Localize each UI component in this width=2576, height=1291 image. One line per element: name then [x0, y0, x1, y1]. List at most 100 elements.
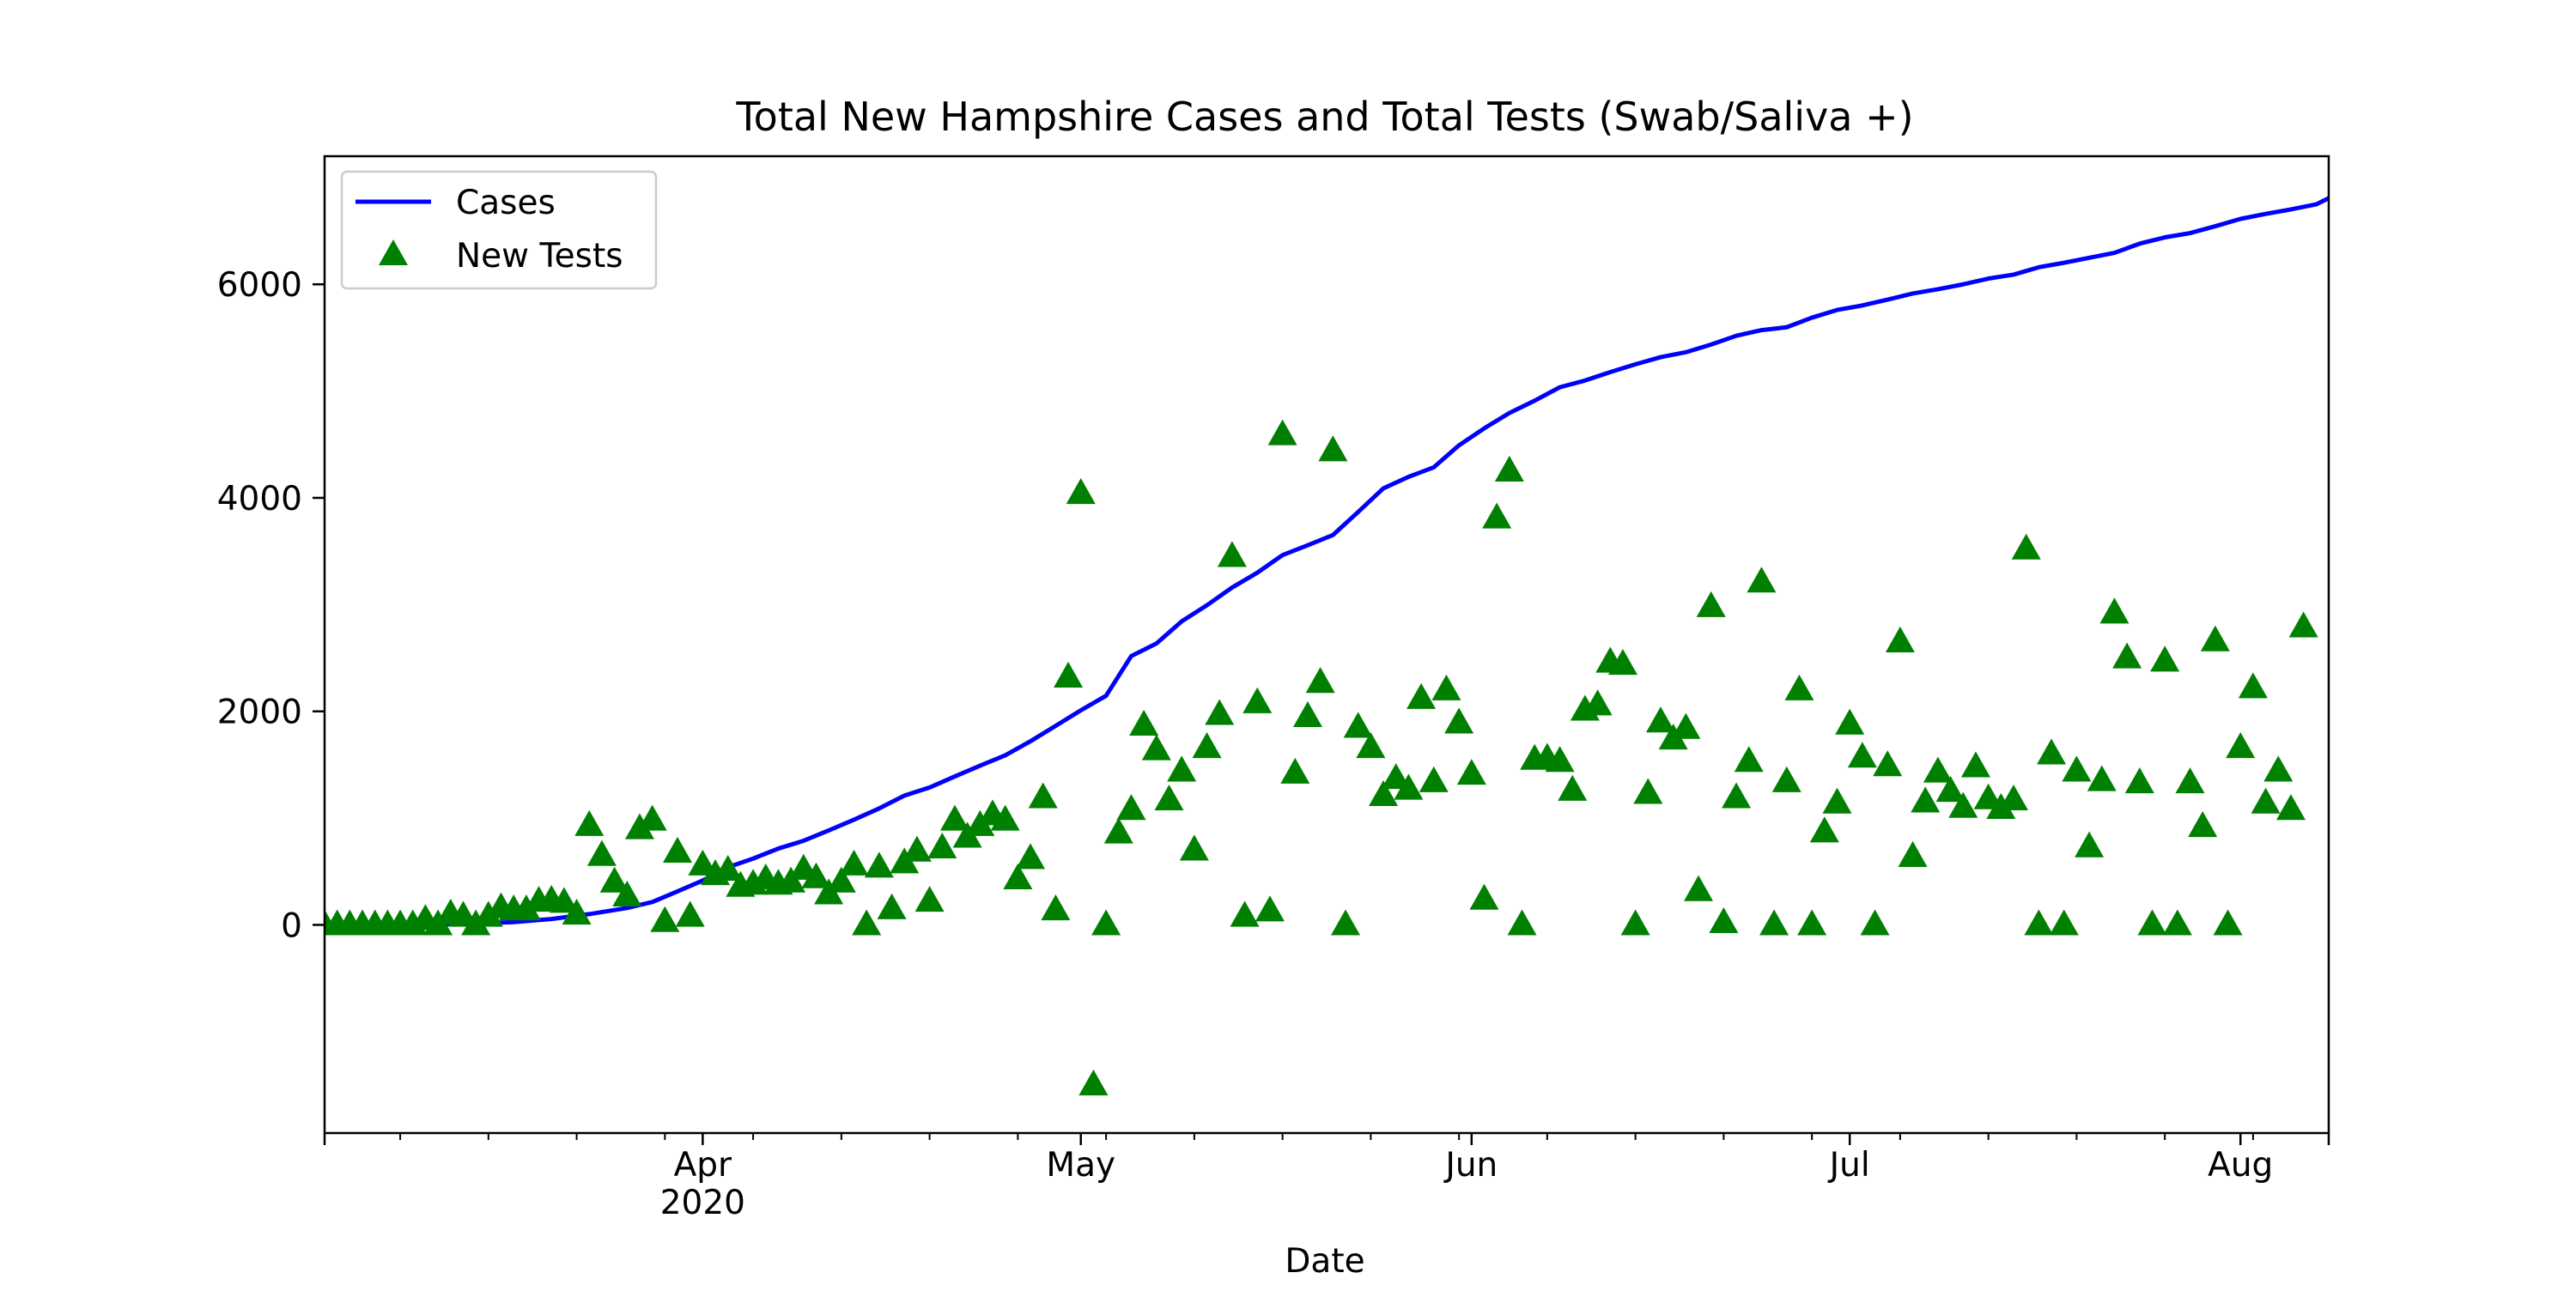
new-tests-marker	[902, 835, 932, 862]
new-tests-marker	[2263, 755, 2293, 782]
new-tests-marker	[1494, 455, 1524, 482]
new-tests-marker	[1419, 766, 1449, 792]
new-tests-marker	[1696, 591, 1726, 617]
new-tests-marker	[1217, 541, 1247, 567]
new-tests-marker	[939, 804, 969, 831]
new-tests-marker	[1192, 732, 1222, 759]
new-tests-marker	[1141, 734, 1171, 761]
new-tests-marker	[1684, 875, 1714, 901]
new-tests-marker	[877, 893, 907, 919]
new-tests-marker	[1960, 751, 1990, 778]
new-tests-marker	[1847, 742, 1877, 768]
new-tests-marker	[1331, 909, 1361, 936]
new-tests-marker	[1809, 816, 1839, 843]
new-tests-marker	[1280, 757, 1310, 784]
new-tests-marker	[1747, 567, 1777, 593]
new-tests-marker	[1948, 791, 1978, 818]
new-tests-marker	[1507, 909, 1537, 936]
x-tick-sublabel: 2020	[660, 1184, 745, 1222]
plot-frame	[323, 155, 2330, 1135]
new-tests-marker	[990, 804, 1020, 831]
x-tick-label: Jun	[1443, 1146, 1498, 1185]
chart-title: Total New Hampshire Cases and Total Test…	[735, 94, 1913, 140]
new-tests-marker	[1935, 775, 1965, 803]
new-tests-marker	[1129, 709, 1159, 736]
new-tests-marker	[826, 866, 856, 893]
new-tests-marker	[1116, 794, 1146, 821]
new-tests-marker	[637, 804, 667, 831]
new-tests-marker	[1369, 779, 1399, 807]
new-tests-marker	[1016, 843, 1046, 870]
new-tests-marker	[1343, 712, 1373, 738]
new-tests-marker	[1103, 817, 1133, 844]
legend: Cases New Tests	[340, 170, 658, 290]
x-tick-label: Apr	[674, 1146, 732, 1185]
new-tests-marker	[2226, 732, 2256, 759]
new-tests-marker	[562, 899, 592, 925]
new-tests-marker	[1305, 667, 1335, 694]
new-tests-marker	[1242, 687, 1273, 713]
new-tests-marker	[1759, 909, 1789, 936]
new-tests-marker	[1973, 783, 2003, 809]
new-tests-marker	[2075, 831, 2105, 858]
new-tests-marker	[1885, 626, 1915, 652]
new-tests-marker	[1722, 782, 1752, 809]
new-tests-marker	[1860, 909, 1890, 936]
new-tests-marker	[1179, 834, 1209, 861]
new-tests-marker	[1078, 1070, 1109, 1096]
new-tests-marker	[599, 866, 629, 893]
new-tests-marker	[1898, 840, 1928, 867]
legend-label: New Tests	[456, 237, 623, 276]
new-tests-marker	[864, 852, 894, 878]
new-tests-marker	[1444, 707, 1474, 734]
new-tests-marker	[1620, 909, 1650, 936]
new-tests-marker	[1835, 708, 1865, 735]
new-tests-marker	[612, 880, 642, 906]
new-tests-marker	[2037, 738, 2067, 765]
new-tests-marker	[1292, 700, 1322, 728]
new-tests-marker	[2162, 909, 2192, 936]
new-tests-marker	[688, 849, 718, 876]
new-tests-marker	[1734, 746, 1764, 773]
new-tests-marker	[2011, 533, 2041, 560]
legend-label: Cases	[456, 184, 556, 222]
new-tests-marker	[2112, 642, 2142, 669]
new-tests-marker	[1771, 766, 1801, 792]
y-tick-label: 6000	[217, 266, 302, 305]
new-tests-marker	[574, 809, 605, 836]
y-tick-label: 0	[281, 906, 302, 945]
new-tests-marker	[1671, 712, 1701, 739]
new-tests-marker	[1054, 661, 1084, 688]
new-tests-marker	[839, 849, 869, 876]
new-tests-marker	[776, 866, 806, 893]
legend-triangle-swatch	[378, 239, 409, 266]
new-tests-marker	[1873, 750, 1903, 777]
new-tests-marker	[914, 886, 945, 912]
new-tests-marker	[2150, 646, 2180, 672]
new-tests-marker	[2275, 794, 2306, 821]
new-tests-marker	[1318, 435, 1348, 462]
y-tick-label: 4000	[217, 480, 302, 518]
new-tests-marker	[549, 887, 579, 913]
new-tests-marker	[1028, 782, 1058, 809]
new-tests-marker	[2124, 767, 2154, 794]
y-tick-label: 2000	[217, 694, 302, 732]
new-tests-marker	[927, 832, 957, 858]
new-tests-marker	[1999, 784, 2029, 811]
new-tests-marker	[1394, 773, 1424, 800]
new-tests-marker	[1431, 674, 1461, 700]
x-tick-label: Aug	[2208, 1146, 2273, 1185]
new-tests-marker	[1230, 900, 1260, 927]
new-tests-marker	[2213, 909, 2243, 936]
new-tests-marker	[2024, 909, 2054, 936]
new-tests-marker	[2188, 811, 2218, 838]
new-tests-marker	[713, 855, 743, 882]
new-tests-marker	[2200, 625, 2230, 652]
new-tests-marker	[2288, 611, 2318, 638]
new-tests-marker	[2251, 787, 2281, 814]
new-tests-marker	[2099, 597, 2129, 624]
new-tests-marker	[1583, 689, 1613, 716]
new-tests-marker	[663, 836, 693, 863]
